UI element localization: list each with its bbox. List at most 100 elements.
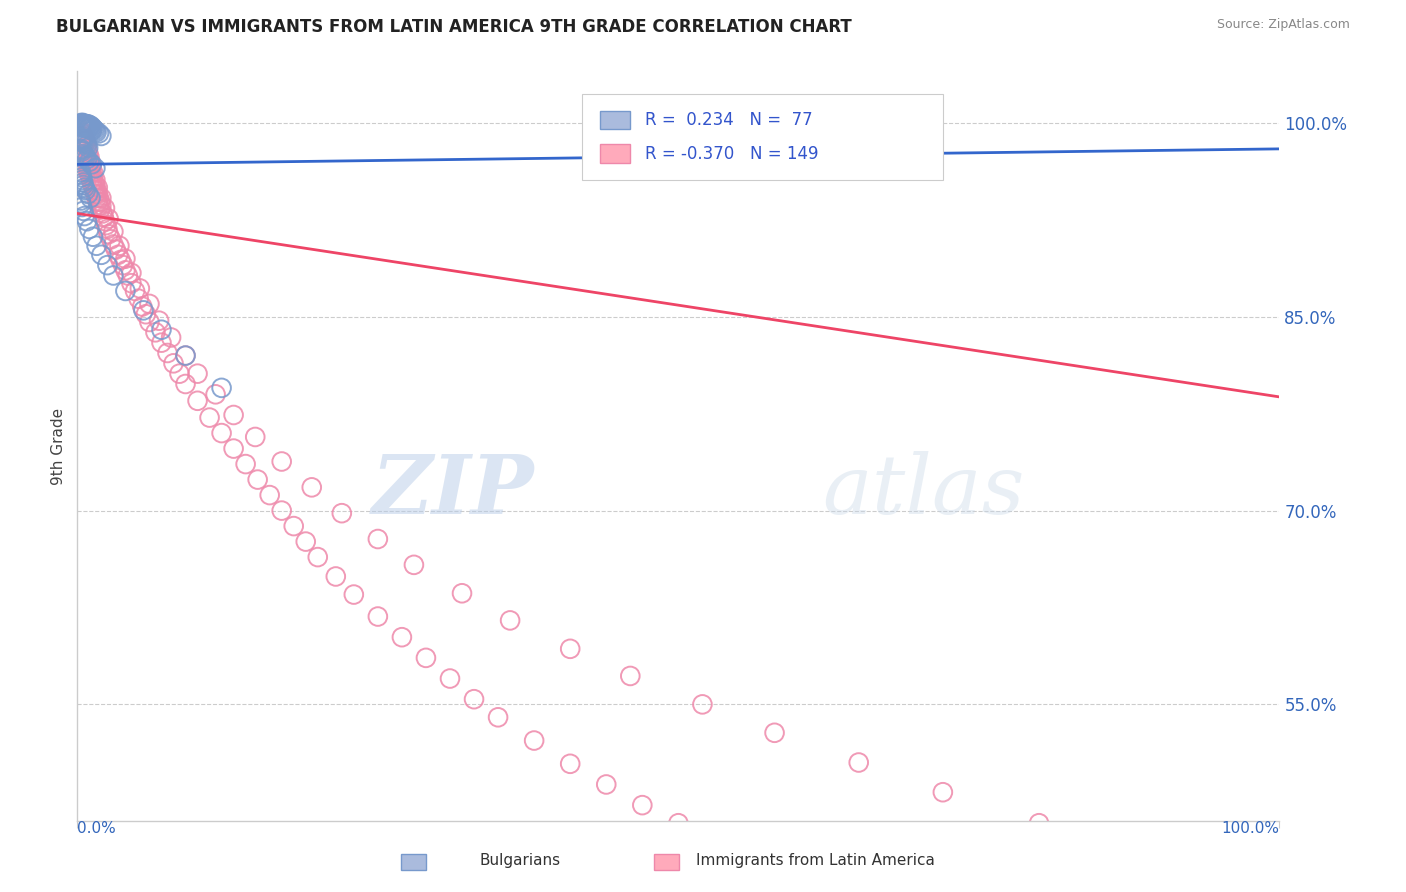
Point (82, 121, 104, 136)
Point (80, 176, 103, 190)
Point (343, 588, 366, 602)
Point (73, 131, 96, 145)
Point (72, 178, 94, 192)
Point (72, 134, 94, 148)
Point (84, 187, 107, 202)
Point (77, 187, 100, 202)
Point (103, 225, 125, 239)
Point (80, 160, 103, 174)
Point (82, 179, 104, 194)
Point (174, 376, 197, 391)
Point (70, 170, 93, 185)
Point (79, 154, 101, 169)
Text: BULGARIAN VS IMMIGRANTS FROM LATIN AMERICA 9TH GRADE CORRELATION CHART: BULGARIAN VS IMMIGRANTS FROM LATIN AMERI… (56, 18, 852, 36)
FancyBboxPatch shape (582, 94, 943, 180)
Point (73, 136, 96, 151)
Point (72, 136, 94, 150)
Point (787, 865, 810, 880)
Point (692, 698, 714, 712)
Point (70, 194, 93, 208)
Y-axis label: 9th Grade: 9th Grade (51, 408, 66, 484)
Point (70, 134, 93, 148)
Point (156, 346, 179, 360)
Point (86, 125, 108, 139)
Point (523, 733, 546, 747)
Point (211, 381, 233, 395)
Point (72, 147, 94, 161)
Point (87, 194, 110, 209)
Text: ZIP: ZIP (371, 451, 534, 531)
Point (70, 116, 93, 130)
Point (86, 239, 108, 253)
Point (131, 300, 153, 314)
Point (835, 878, 858, 892)
Bar (654, 854, 679, 870)
Point (82, 229, 104, 244)
Point (87, 187, 110, 202)
Point (79, 160, 101, 174)
Point (96, 218, 118, 232)
Point (103, 268, 125, 283)
Point (76, 139, 98, 153)
Text: Bulgarians: Bulgarians (479, 854, 561, 868)
Point (439, 672, 461, 686)
Point (80, 168, 103, 182)
Point (160, 330, 183, 344)
Point (668, 816, 690, 830)
Point (330, 506, 353, 520)
Bar (401, 854, 426, 870)
Point (367, 532, 389, 546)
Point (70, 131, 93, 145)
Point (128, 292, 150, 306)
Point (70, 152, 93, 166)
Point (73, 136, 96, 150)
Point (75, 120, 97, 134)
Point (90, 191, 112, 205)
Point (80, 120, 103, 134)
Point (169, 367, 191, 381)
Point (77, 145, 100, 160)
Point (76, 142, 98, 156)
Point (70, 142, 93, 156)
Point (79, 119, 101, 133)
Point (93, 211, 115, 225)
Point (463, 692, 485, 706)
Point (135, 307, 157, 321)
Point (70, 128, 93, 143)
Point (72, 133, 94, 147)
Point (90, 199, 112, 213)
Point (932, 785, 955, 799)
Point (70, 142, 93, 156)
Point (117, 268, 139, 283)
Point (108, 239, 131, 253)
Point (96, 258, 118, 272)
Point (77, 140, 100, 154)
Point (367, 609, 389, 624)
Point (83, 176, 105, 190)
Point (72, 128, 94, 143)
Bar (600, 145, 630, 163)
Point (79, 168, 101, 182)
Point (72, 147, 94, 161)
Point (76, 117, 98, 131)
Point (150, 335, 173, 350)
Point (703, 834, 725, 848)
Point (87, 191, 110, 205)
Point (103, 237, 125, 252)
Point (76, 152, 98, 166)
Point (631, 798, 654, 813)
Point (70, 145, 93, 159)
Point (76, 162, 98, 177)
Point (84, 173, 107, 187)
Point (79, 222, 101, 236)
Point (77, 165, 100, 179)
Point (138, 315, 160, 329)
Point (486, 710, 509, 724)
Point (83, 183, 105, 197)
Point (114, 263, 136, 277)
Point (72, 117, 94, 131)
Point (1028, 816, 1050, 830)
Point (87, 127, 110, 141)
Point (72, 154, 94, 169)
Point (104, 243, 127, 257)
